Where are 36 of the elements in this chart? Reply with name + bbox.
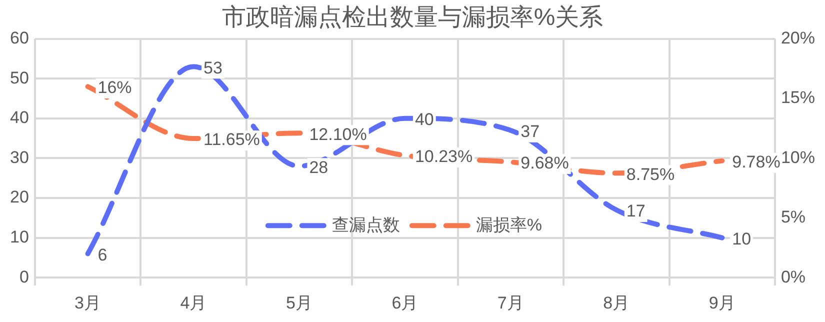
y-tick-label: 0 <box>19 267 29 286</box>
y2-tick-label: 20% <box>780 28 816 48</box>
data-label: 9.78% <box>732 152 780 172</box>
y-tick-label: 30 <box>10 148 29 167</box>
y2-tick-label: 10% <box>780 148 816 167</box>
x-tick-label: 8月 <box>603 293 630 312</box>
x-tick-label: 3月 <box>74 293 102 312</box>
y2-tick-label: 15% <box>780 88 816 108</box>
y-tick-label: 20 <box>10 188 29 207</box>
x-tick-label: 6月 <box>392 293 418 312</box>
data-label: 8.75% <box>626 164 675 184</box>
data-label: 40 <box>414 110 434 130</box>
legend-label: 漏损率% <box>476 215 542 234</box>
data-label: 17 <box>626 202 646 221</box>
data-label: 9.68% <box>520 154 569 173</box>
data-label: 10.23% <box>414 147 473 166</box>
y2-tick-label: 5% <box>780 208 806 227</box>
legend-label: 查漏点数 <box>332 215 400 234</box>
y2-tick-label: 0% <box>780 267 806 286</box>
y-tick-label: 60 <box>10 28 29 48</box>
chart-title: 市政暗漏点检出数量与漏损率%关系 <box>222 4 604 32</box>
data-label: 37 <box>520 122 540 142</box>
y-tick-label: 10 <box>10 227 29 246</box>
data-label: 11.65% <box>203 130 260 150</box>
x-tick-label: 9月 <box>708 293 736 312</box>
y-tick-label: 40 <box>10 108 29 128</box>
data-label: 16% <box>98 78 132 98</box>
data-label: 12.10% <box>309 124 367 144</box>
y-tick-label: 50 <box>10 68 29 88</box>
x-tick-label: 7月 <box>497 293 524 312</box>
data-label: 10 <box>732 229 752 248</box>
data-label: 53 <box>203 58 222 78</box>
data-label: 28 <box>309 158 328 177</box>
x-tick-label: 4月 <box>180 293 207 312</box>
x-tick-label: 5月 <box>286 293 312 312</box>
data-label: 6 <box>98 245 108 264</box>
